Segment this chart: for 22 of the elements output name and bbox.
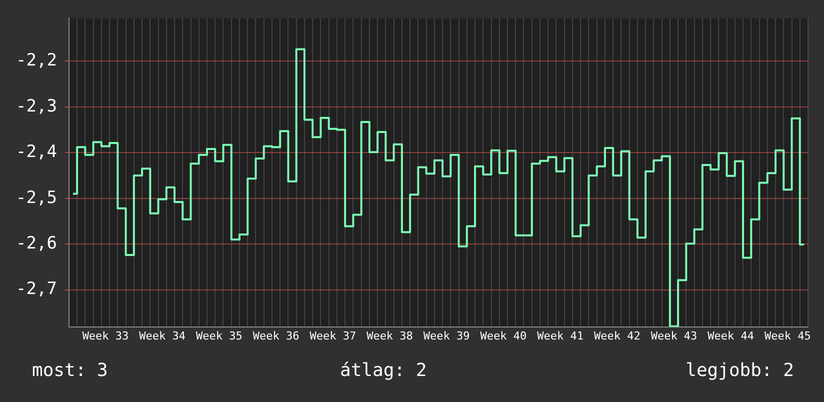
x-tick-label: Week 34	[139, 329, 186, 342]
x-tick-label: Week 45	[764, 329, 811, 342]
x-tick-label: Week 42	[594, 329, 640, 342]
y-tick-label: -2,4	[16, 142, 57, 162]
y-tick-label: -2,6	[16, 233, 57, 254]
x-tick-label: Week 44	[708, 329, 754, 342]
x-tick-label: Week 38	[366, 329, 413, 342]
x-tick-label: Week 40	[480, 329, 527, 342]
text: átlag: 2	[340, 360, 427, 381]
y-tick-label: -2,3	[16, 96, 57, 116]
text: most: 3	[32, 360, 108, 381]
x-tick-label: Week 43	[650, 329, 698, 342]
text: legjobb: 2	[686, 360, 794, 381]
x-tick-label: Week 35	[196, 329, 242, 342]
y-tick-label: -2,7	[16, 279, 57, 300]
y-tick-label: -2,5	[16, 188, 57, 208]
y-tick-label: -2,2	[16, 50, 57, 71]
x-tick-label: Week 41	[537, 329, 584, 342]
x-tick-label: Week 37	[310, 329, 356, 342]
x-tick-label: Week 36	[252, 329, 300, 342]
x-tick-label: Week 39	[423, 329, 470, 342]
x-tick-label: Week 33	[82, 329, 129, 342]
